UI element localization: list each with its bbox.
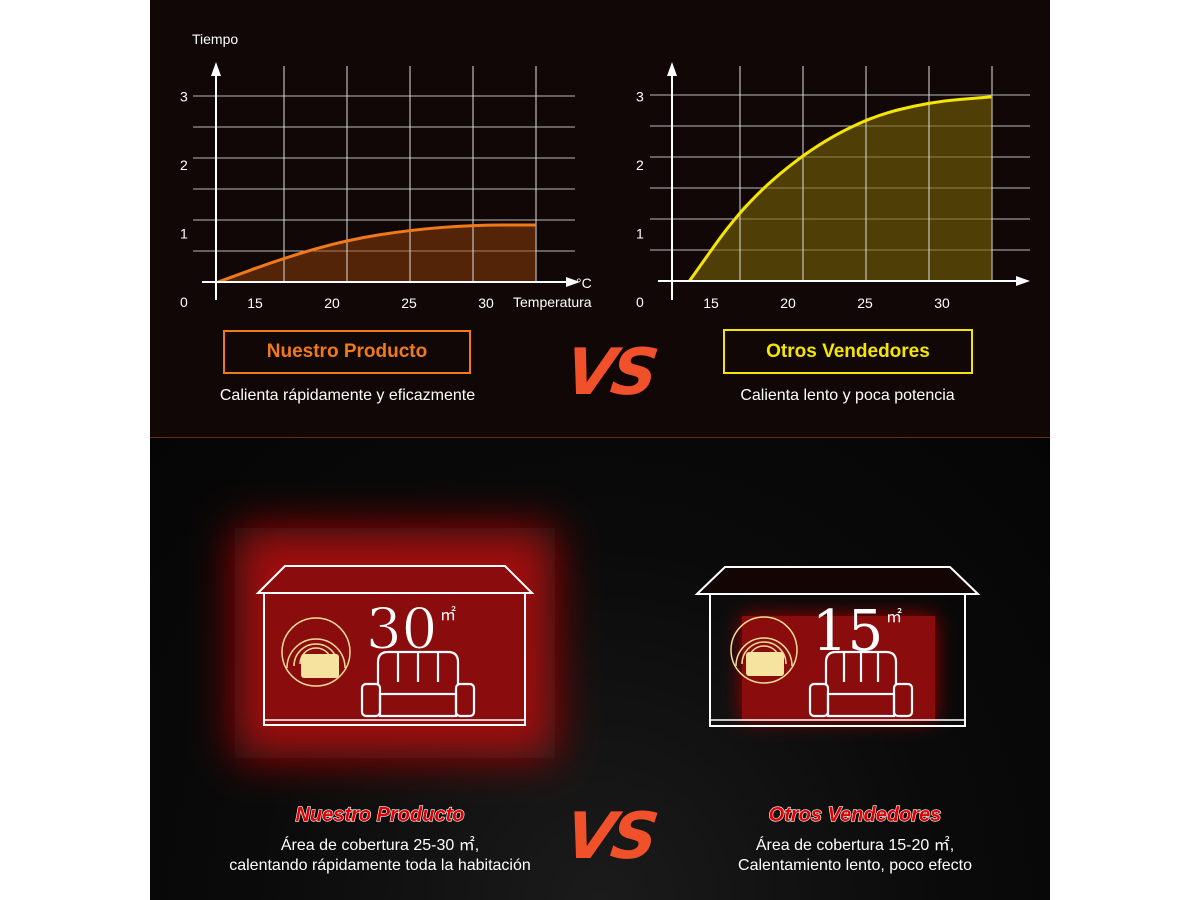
y-tick-label: 0 (180, 294, 188, 310)
vs-label: VS (560, 336, 659, 410)
other-sellers-line2: Calentamiento lento, poco efecto (738, 857, 972, 874)
y-tick-label: 3 (636, 89, 644, 105)
y-tick-label: 2 (180, 157, 188, 173)
y-tick-label: 0 (636, 294, 644, 310)
house-icon (235, 528, 555, 758)
x-axis-arrow (1016, 276, 1030, 286)
our-product-line2: calentando rápidamente toda la habitació… (229, 857, 531, 874)
heating-speed-section: Tiempo °C Temperatura 15 20 25 30 0 1 2 3 15 20 25… (150, 0, 1050, 438)
sofa-icon (360, 650, 476, 718)
x-tick-label: 15 (247, 295, 263, 311)
other-sellers-title: Otros Vendedores (768, 803, 942, 826)
series-line (217, 223, 536, 284)
coverage-section: 30 ㎡ 15 ㎡ Nuestro Producto Área de cobe (150, 438, 1050, 900)
series-line (688, 95, 992, 282)
sofa-icon (808, 650, 914, 718)
y-axis-arrow (211, 62, 221, 76)
area-value: 30 (366, 597, 437, 662)
other-sellers-caption: Calienta lento y poca potencia (740, 387, 955, 404)
y-axis-label: Tiempo (192, 31, 238, 47)
comparison-infographic: Tiempo °C Temperatura 15 20 25 30 0 1 2 3 15 20 25… (150, 0, 1050, 900)
y-tick-label: 1 (180, 226, 188, 242)
x-tick-label: 25 (857, 295, 873, 311)
area-value: 15 (812, 599, 883, 664)
houses-svg: 30 ㎡ 15 ㎡ (235, 528, 981, 768)
area-unit: ㎡ (440, 605, 456, 624)
x-axis-label: Temperatura (513, 294, 592, 310)
x-tick-label: 25 (401, 295, 417, 311)
area-fill (689, 96, 992, 281)
y-tick-label: 2 (636, 157, 644, 173)
y-axis-arrow (667, 62, 677, 76)
other-sellers-badge: Otros Vendedores (723, 329, 973, 374)
our-product-title: Nuestro Producto (295, 803, 465, 826)
x-axis-arrow (566, 277, 580, 287)
our-product-badge: Nuestro Producto (223, 330, 471, 374)
our-product-caption: Calienta rápidamente y eficazmente (219, 387, 476, 404)
x-tick-label: 15 (703, 295, 719, 311)
our-product-line1: Área de cobertura 25-30 ㎡, (280, 837, 480, 854)
x-tick-label: 20 (780, 295, 796, 311)
x-tick-label: 30 (478, 295, 494, 311)
x-tick-label: 30 (934, 295, 950, 311)
heater-icon (281, 617, 351, 687)
y-tick-label: 3 (180, 89, 188, 105)
x-axis-unit: °C (576, 275, 592, 291)
area-fill (218, 224, 536, 282)
other-sellers-line1: Área de cobertura 15-20 ㎡, (755, 837, 955, 854)
y-tick-label: 1 (636, 226, 644, 242)
heater-icon (730, 616, 798, 684)
area-unit: ㎡ (886, 607, 902, 626)
x-tick-label: 20 (324, 295, 340, 311)
